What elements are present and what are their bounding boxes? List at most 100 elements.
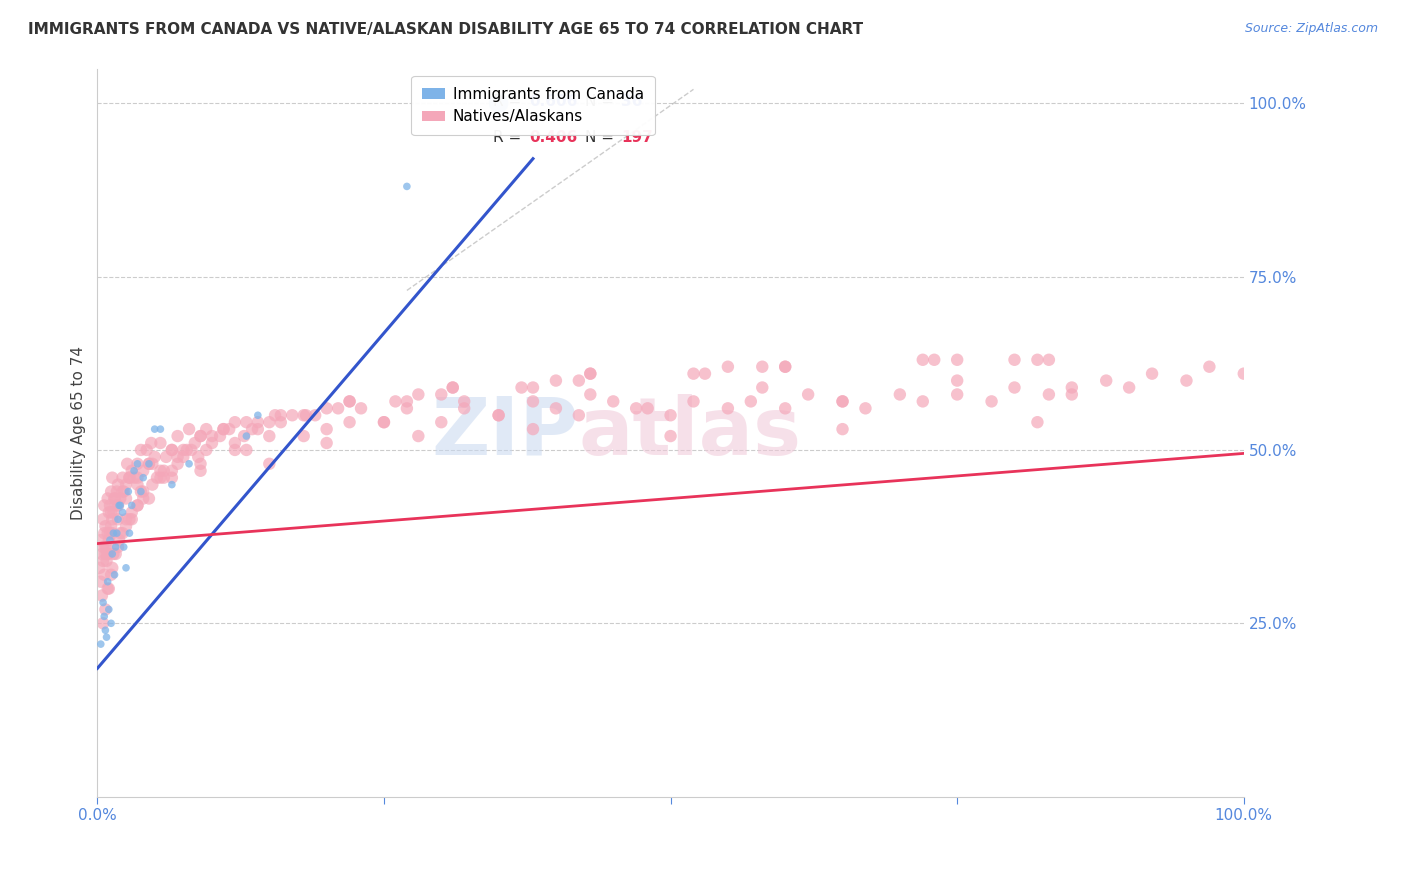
Point xyxy=(855,401,877,416)
Point xyxy=(1233,367,1256,381)
Point xyxy=(93,526,115,541)
Point xyxy=(127,499,149,513)
Point xyxy=(100,484,122,499)
Point xyxy=(579,367,602,381)
Point xyxy=(112,540,135,554)
Point xyxy=(693,367,716,381)
Point xyxy=(93,567,115,582)
Point xyxy=(201,429,224,443)
Point xyxy=(100,616,122,631)
Point xyxy=(108,499,131,513)
Point xyxy=(96,554,118,568)
Point xyxy=(97,526,120,541)
Point xyxy=(201,436,224,450)
Point xyxy=(110,526,132,541)
Point xyxy=(149,471,172,485)
Point xyxy=(1038,387,1060,401)
Point xyxy=(751,380,773,394)
Point xyxy=(118,526,141,541)
Point xyxy=(149,464,172,478)
Point xyxy=(107,512,129,526)
Point xyxy=(579,367,602,381)
Point xyxy=(149,422,172,436)
Point xyxy=(315,401,337,416)
Point xyxy=(579,387,602,401)
Point xyxy=(339,394,361,409)
Point xyxy=(103,505,125,519)
Point xyxy=(441,380,464,394)
Point xyxy=(172,450,194,464)
Point xyxy=(235,442,257,457)
Point xyxy=(101,512,124,526)
Point xyxy=(103,491,125,506)
Point xyxy=(395,394,418,409)
Point xyxy=(121,512,143,526)
Y-axis label: Disability Age 65 to 74: Disability Age 65 to 74 xyxy=(72,345,86,520)
Point xyxy=(373,415,395,429)
Point xyxy=(94,519,117,533)
Point xyxy=(1095,374,1118,388)
Point xyxy=(889,387,911,401)
Point xyxy=(522,422,544,436)
Point xyxy=(659,409,682,423)
Point xyxy=(797,387,820,401)
Point xyxy=(315,422,337,436)
Text: IMMIGRANTS FROM CANADA VS NATIVE/ALASKAN DISABILITY AGE 65 TO 74 CORRELATION CHA: IMMIGRANTS FROM CANADA VS NATIVE/ALASKAN… xyxy=(28,22,863,37)
Point xyxy=(118,512,141,526)
Point xyxy=(129,484,152,499)
Point xyxy=(97,533,120,547)
Point xyxy=(112,484,135,499)
Point xyxy=(93,609,115,624)
Point xyxy=(315,436,337,450)
Point xyxy=(190,464,212,478)
Point xyxy=(568,409,591,423)
Point xyxy=(246,409,269,423)
Point xyxy=(141,477,163,491)
Point xyxy=(177,422,200,436)
Point xyxy=(127,471,149,485)
Point xyxy=(717,401,740,416)
Point xyxy=(138,457,160,471)
Point xyxy=(240,422,263,436)
Point xyxy=(488,96,510,111)
Point xyxy=(97,574,120,589)
Point xyxy=(97,491,120,506)
Point xyxy=(115,561,138,575)
Point xyxy=(488,409,510,423)
Point xyxy=(166,429,188,443)
Point xyxy=(751,359,773,374)
Point xyxy=(224,436,246,450)
Point xyxy=(946,387,969,401)
Point xyxy=(304,409,326,423)
Point xyxy=(94,540,117,554)
Point xyxy=(90,533,112,547)
Point xyxy=(138,457,160,471)
Point xyxy=(143,422,166,436)
Point xyxy=(180,442,202,457)
Point xyxy=(544,401,567,416)
Point xyxy=(281,409,304,423)
Point xyxy=(90,574,112,589)
Point xyxy=(91,540,114,554)
Point xyxy=(122,471,145,485)
Point xyxy=(166,450,188,464)
Point xyxy=(127,477,149,491)
Point xyxy=(1060,380,1083,394)
Point xyxy=(1060,387,1083,401)
Text: Source: ZipAtlas.com: Source: ZipAtlas.com xyxy=(1244,22,1378,36)
Point xyxy=(773,359,796,374)
Point xyxy=(235,429,257,443)
Point xyxy=(91,589,114,603)
Text: N =: N = xyxy=(585,94,619,109)
Point xyxy=(922,352,945,367)
Point xyxy=(138,491,160,506)
Point xyxy=(160,442,183,457)
Point xyxy=(100,567,122,582)
Point xyxy=(187,450,209,464)
Point xyxy=(107,540,129,554)
Point xyxy=(831,394,853,409)
Point xyxy=(235,415,257,429)
Point xyxy=(195,422,218,436)
Point xyxy=(115,457,138,471)
Point xyxy=(94,624,117,638)
